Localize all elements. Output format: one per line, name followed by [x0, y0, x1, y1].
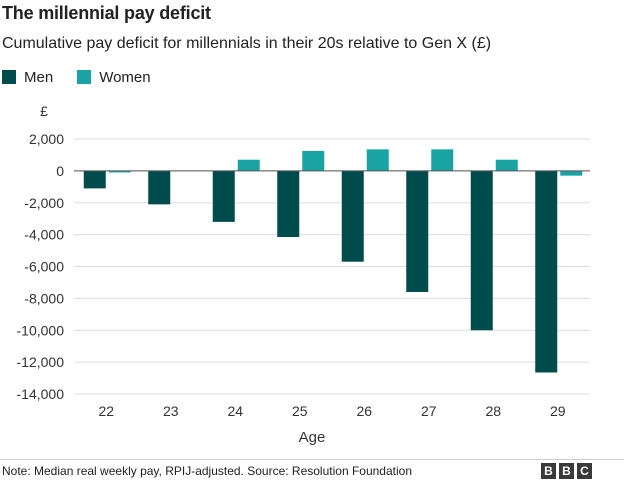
footer-divider	[0, 459, 624, 460]
bar-men-22	[83, 170, 106, 189]
x-tick-label: 22	[98, 403, 114, 419]
x-tick-label: 27	[421, 403, 437, 419]
x-tick-label: 29	[550, 403, 566, 419]
x-tick-label: 23	[163, 403, 179, 419]
bar-women-29	[560, 170, 583, 176]
y-tick-label: -8,000	[24, 290, 64, 306]
chart-subtitle: Cumulative pay deficit for millennials i…	[2, 35, 492, 52]
bar-women-22	[108, 170, 131, 173]
bar-men-24	[212, 170, 235, 222]
bar-men-23	[148, 170, 171, 205]
y-tick-label: -14,000	[17, 386, 65, 402]
legend-item-men: Men	[2, 69, 53, 86]
legend-label-men: Men	[24, 68, 54, 86]
y-tick-label: -4,000	[24, 227, 64, 243]
y-tick-label: -10,000	[17, 322, 65, 338]
bar-women-28	[495, 159, 518, 171]
bar-women-26	[366, 149, 389, 171]
bar-women-24	[237, 159, 260, 171]
x-tick-label: 25	[292, 403, 308, 419]
x-axis-label: Age	[299, 429, 326, 446]
x-tick-label: 26	[356, 403, 372, 419]
bar-men-27	[406, 170, 429, 292]
bar-men-29	[535, 170, 558, 373]
legend: Men Women	[2, 67, 175, 87]
bbc-logo-letter: C	[577, 463, 592, 479]
bar-women-27	[431, 149, 454, 171]
legend-label-women: Women	[99, 68, 151, 86]
x-tick-label: 24	[227, 403, 243, 419]
y-tick-label: -2,000	[24, 195, 64, 211]
source-note: Note: Median real weekly pay, RPIJ-adjus…	[2, 464, 412, 478]
y-tick-label: 2,000	[29, 131, 64, 147]
legend-swatch-women	[77, 70, 92, 84]
bbc-logo-letter: B	[541, 463, 556, 479]
bar-women-25	[302, 150, 325, 171]
bar-men-26	[341, 170, 364, 262]
y-axis-label: £	[40, 103, 48, 119]
bar-chart: 2,000 0 -2,000 -4,000 -6,000 -8,000 -10,000 -12…	[17, 103, 590, 446]
legend-item-women: Women	[77, 68, 151, 86]
bar-men-25	[277, 170, 300, 238]
y-tick-label: -12,000	[17, 354, 65, 370]
y-tick-label: 0	[56, 163, 64, 179]
legend-swatch-men	[2, 70, 16, 84]
bbc-logo-letter: B	[559, 463, 574, 479]
bbc-logo: B B C	[541, 463, 592, 479]
chart-title: The millennial pay deficit	[2, 3, 211, 23]
bar-men-28	[470, 170, 493, 331]
x-tick-label: 28	[485, 403, 501, 419]
y-tick-label: -6,000	[24, 259, 64, 275]
